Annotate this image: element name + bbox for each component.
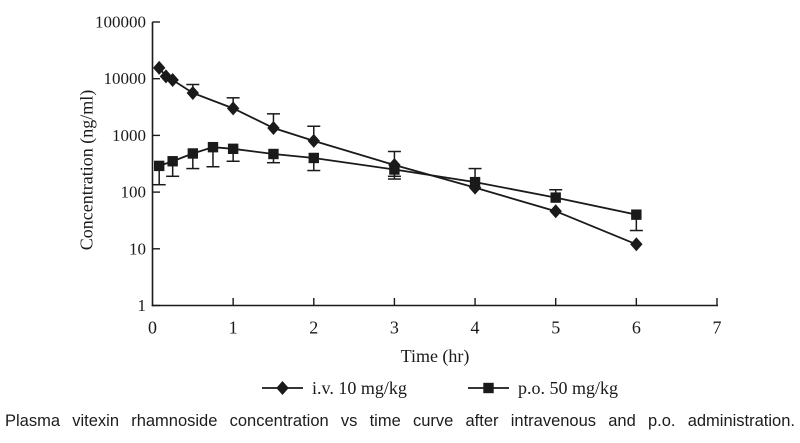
data-point-diamond: [166, 72, 179, 87]
legend-label: i.v. 10 mg/kg: [312, 378, 407, 398]
y-tick-label: 10000: [104, 69, 147, 88]
data-point-square: [308, 152, 319, 164]
x-tick-label: 1: [229, 318, 238, 338]
data-point-diamond: [549, 204, 562, 219]
y-tick-label: 10: [129, 239, 146, 258]
data-point-diamond: [152, 60, 166, 75]
x-tick-label: 7: [712, 318, 721, 338]
data-point-square: [483, 382, 494, 394]
series-iv: [152, 60, 643, 252]
x-tick-label: 6: [632, 318, 641, 338]
legend-item-po: p.o. 50 mg/kg: [468, 378, 618, 398]
data-point-square: [207, 141, 219, 153]
x-tick-label: 3: [390, 318, 399, 338]
data-point-square: [227, 143, 239, 155]
y-tick-label: 1: [138, 296, 147, 315]
data-point-square: [153, 160, 165, 172]
x-tick-label: 5: [551, 318, 560, 338]
legend-item-iv: i.v. 10 mg/kg: [262, 378, 407, 398]
x-tick-label: 2: [309, 318, 318, 338]
x-tick-label: 4: [471, 318, 480, 338]
series-line: [158, 67, 637, 246]
data-point-square: [469, 176, 481, 188]
data-point-square: [631, 209, 642, 220]
legend-label: p.o. 50 mg/kg: [518, 378, 618, 398]
data-point-square: [167, 156, 178, 167]
data-point-square: [389, 164, 400, 175]
x-tick-label: 0: [148, 318, 157, 338]
data-point-square: [187, 148, 199, 159]
data-point-square: [550, 192, 561, 203]
data-point-square: [268, 148, 279, 160]
y-tick-label: 100000: [95, 13, 146, 32]
legend: i.v. 10 mg/kg p.o. 50 mg/kg: [262, 378, 618, 398]
data-point-diamond: [267, 121, 280, 136]
data-point-diamond: [276, 381, 289, 395]
y-tick-label: 100: [121, 183, 147, 202]
data-point-diamond: [630, 237, 643, 252]
data-point-diamond: [186, 85, 200, 100]
figure-caption: Plasma vitexin rhamnoside concentration …: [5, 412, 795, 430]
data-point-diamond: [226, 101, 240, 116]
series-line: [158, 146, 637, 216]
y-tick-label: 1000: [112, 126, 146, 145]
x-axis-title: Time (hr): [401, 346, 470, 367]
y-axis-title: Concentration (ng/ml): [76, 90, 97, 250]
series-po: [152, 141, 643, 232]
data-point-diamond: [307, 133, 320, 148]
